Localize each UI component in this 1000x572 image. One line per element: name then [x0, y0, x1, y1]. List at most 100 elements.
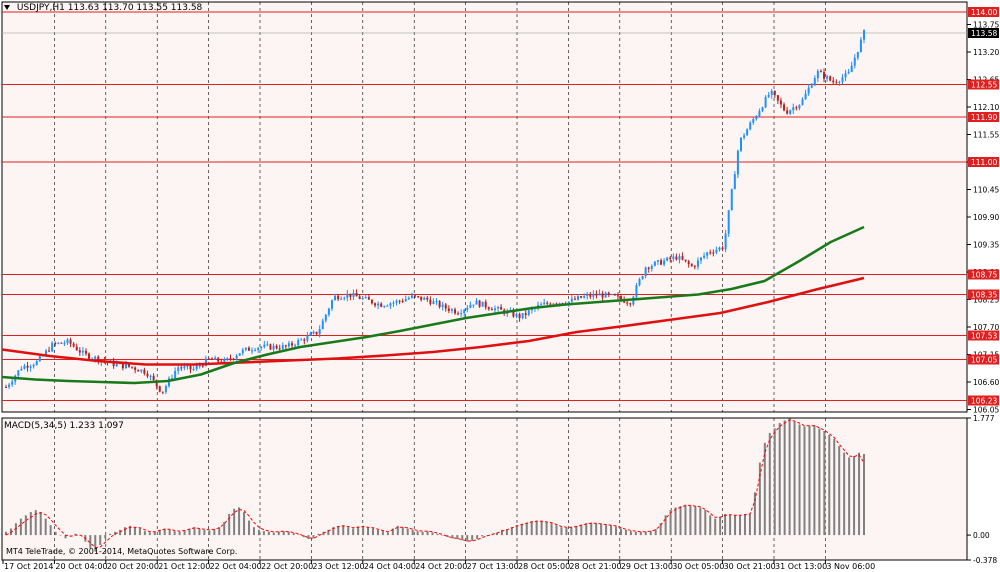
macd-bar [257, 529, 260, 536]
candle-body [161, 391, 164, 393]
candle-body [706, 252, 709, 256]
macd-bar [436, 533, 439, 536]
candle-body [167, 378, 170, 387]
candle-body [512, 310, 515, 317]
candle-body [404, 299, 407, 302]
macd-bar [466, 535, 469, 542]
macd-bar [699, 507, 702, 536]
y-tick-label: 109.90 [973, 213, 999, 222]
candle-body [577, 296, 579, 300]
candle-body [558, 302, 561, 304]
candle-body [377, 303, 380, 306]
macd-bar [173, 531, 176, 536]
x-tick-label: 29 Oct 13:00 [621, 562, 673, 571]
candle-body [487, 307, 490, 310]
macd-bar [853, 456, 856, 536]
candle-body [232, 358, 235, 360]
macd-bar [753, 492, 756, 536]
candle-body [361, 298, 364, 300]
candle-body [392, 302, 395, 304]
candle-body [493, 308, 496, 311]
macd-bar [808, 425, 811, 536]
macd-bar [178, 531, 181, 536]
candle-body [164, 386, 167, 392]
macd-bar [44, 518, 47, 536]
candle-body [72, 343, 75, 347]
macd-bar [664, 515, 667, 536]
candle-body [370, 299, 373, 304]
ohlc-label: 113.63 113.70 113.55 113.58 [67, 3, 203, 13]
macd-bar [659, 523, 662, 536]
candle-body [853, 57, 856, 66]
candle-body [653, 261, 656, 266]
macd-bar [292, 533, 295, 536]
candle-body [124, 364, 127, 369]
macd-bar [823, 430, 826, 536]
macd-bar [99, 535, 102, 545]
candle-body [783, 104, 786, 111]
macd-bar [803, 426, 806, 536]
candle-body [739, 137, 742, 151]
ma-fast-line [1, 225, 865, 385]
macd-bar [615, 526, 618, 536]
candle-body [54, 342, 57, 344]
macd-bar [401, 527, 404, 536]
macd-bar [391, 528, 394, 536]
candle-body [478, 300, 481, 307]
candle-body [8, 384, 11, 388]
x-tick-label: 30 Oct 21:00 [724, 562, 776, 571]
candle-body [284, 345, 287, 347]
macd-bar [372, 528, 375, 536]
candle-body [693, 266, 696, 268]
macd-bar [426, 531, 429, 536]
candle-body [309, 333, 312, 336]
macd-y-tick-label: -0.378 [973, 556, 997, 565]
macd-bar [94, 535, 97, 552]
macd-bar [29, 512, 32, 536]
macd-bar [778, 423, 781, 536]
macd-bar [89, 535, 92, 549]
candle-body [721, 247, 724, 250]
macd-bar [208, 530, 211, 536]
price-level-tag [968, 395, 999, 406]
candle-body [269, 344, 272, 350]
macd-bar [624, 529, 627, 536]
x-tick-label: 23 Oct 12:00 [312, 562, 364, 571]
price-level-tag [968, 79, 999, 90]
macd-bar [233, 508, 236, 536]
current-price-label: 113.58 [971, 29, 997, 38]
macd-bar [262, 531, 265, 536]
candle-body [291, 343, 293, 346]
candle-body [656, 260, 659, 262]
candle-body [115, 363, 118, 367]
candle-body [134, 367, 137, 371]
y-tick-label: 106.05 [973, 406, 999, 415]
candle-body [859, 39, 862, 52]
macd-bar [605, 524, 608, 536]
macd-bar [669, 510, 672, 536]
candle-body [380, 303, 383, 307]
x-tick-label: 31 Oct 13:00 [775, 562, 827, 571]
candle-body [598, 293, 601, 296]
candle-body [709, 252, 712, 254]
macd-bar [109, 533, 112, 536]
macd-bar [243, 512, 246, 536]
chevron-down-icon[interactable] [4, 5, 10, 10]
candle-body [552, 303, 555, 305]
candle-body [395, 300, 398, 303]
candle-body [367, 297, 370, 300]
macd-bar [520, 523, 523, 536]
macd-bar [798, 424, 801, 536]
candle-body [318, 329, 321, 335]
candle-body [158, 386, 161, 392]
macd-bar [565, 527, 568, 536]
chart-header: USDJPY,H1 113.63 113.70 113.55 113.58 [4, 3, 202, 13]
candle-body [423, 297, 426, 300]
candle-body [644, 267, 647, 277]
candle-body [746, 129, 749, 136]
macd-bar [515, 525, 518, 536]
candle-body [521, 313, 524, 319]
macd-bar [193, 527, 196, 536]
price-level-label: 111.90 [971, 113, 997, 122]
macd-bar [69, 535, 72, 536]
